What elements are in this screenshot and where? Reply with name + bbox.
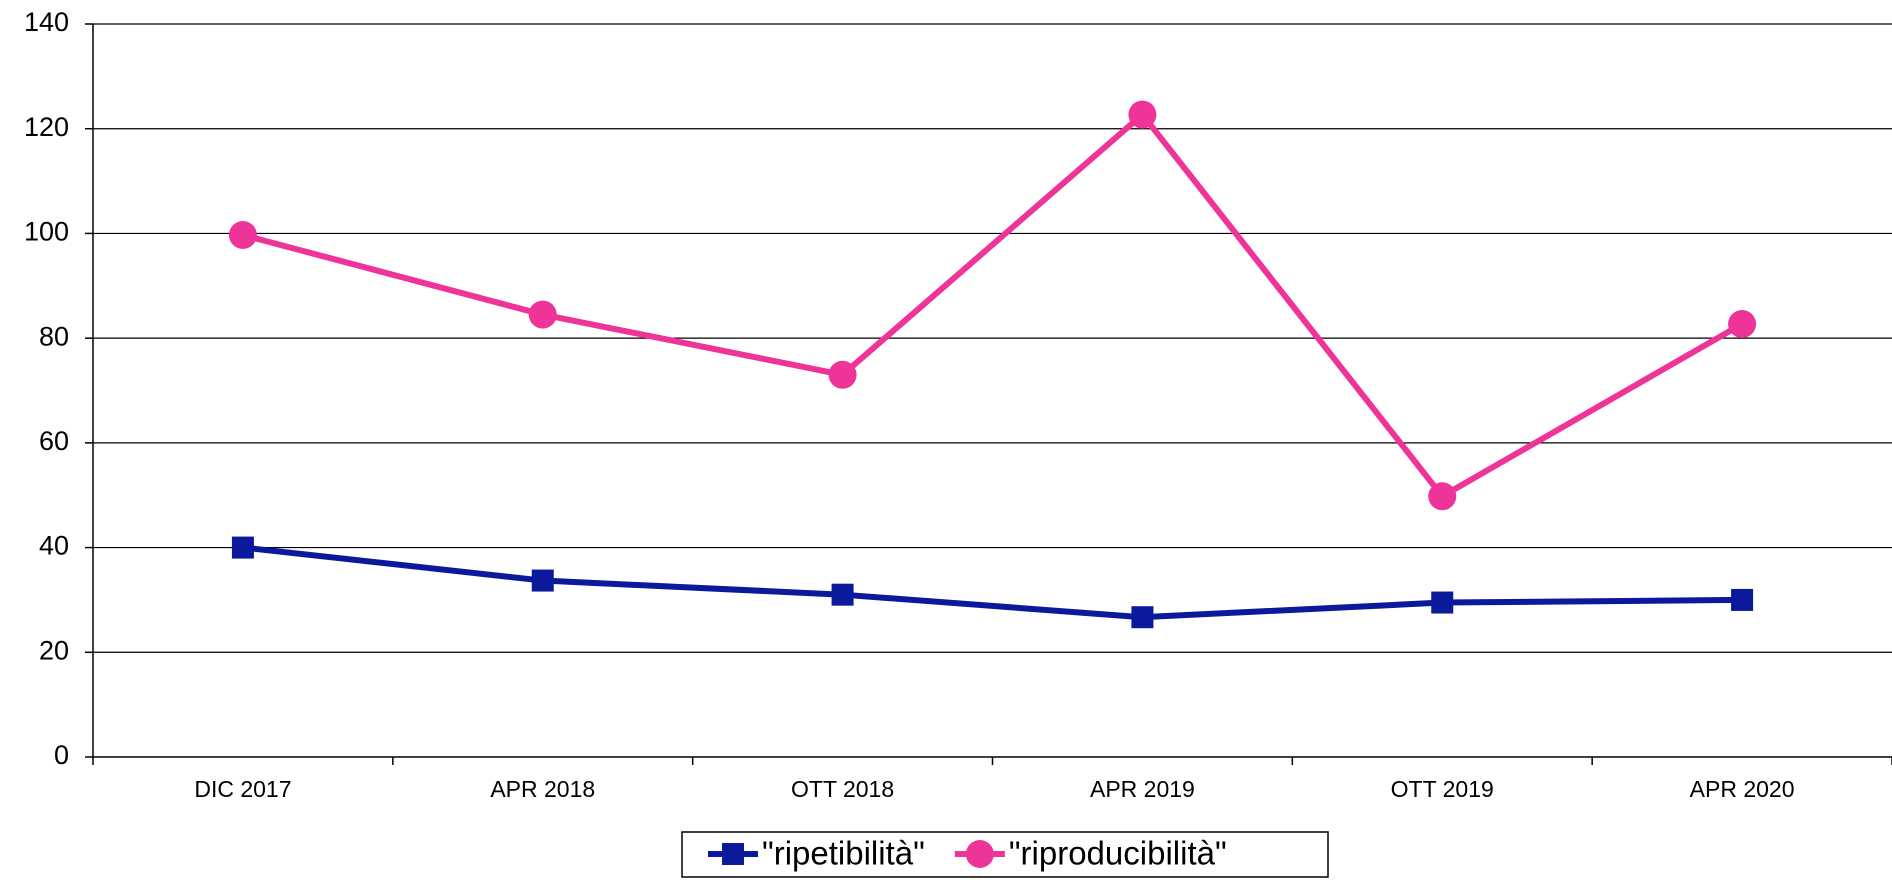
marker <box>231 536 254 559</box>
x-tick-label: APR 2019 <box>1090 776 1195 802</box>
line <box>242 111 1744 500</box>
marker <box>1431 591 1454 614</box>
marker <box>531 569 554 592</box>
x-tick-label: APR 2018 <box>490 776 595 802</box>
y-tick-label: 20 <box>39 635 69 665</box>
marker <box>228 220 257 249</box>
marker <box>1428 482 1457 511</box>
y-tick-label: 80 <box>39 321 69 351</box>
y-tick-label: 40 <box>39 531 69 561</box>
marker <box>722 843 744 865</box>
marker <box>1731 588 1754 611</box>
y-tick-label: 100 <box>24 217 69 247</box>
y-tick-label: 140 <box>24 7 69 37</box>
x-tick-label: OTT 2019 <box>1391 776 1494 802</box>
legend-box <box>681 831 1329 878</box>
legend-label: "riproducibilità" <box>1009 835 1227 872</box>
y-tick-label: 60 <box>39 426 69 456</box>
marker <box>528 300 557 329</box>
x-tick-label: OTT 2018 <box>791 776 894 802</box>
y-tick-label: 0 <box>54 740 69 770</box>
marker <box>828 360 857 389</box>
marker <box>965 840 994 868</box>
x-tick-label: APR 2020 <box>1690 776 1795 802</box>
legend-label: "ripetibilità" <box>762 835 925 872</box>
y-tick-label: 120 <box>24 112 69 142</box>
x-tick-label: DIC 2017 <box>194 776 291 802</box>
marker <box>831 583 854 606</box>
marker <box>1728 310 1757 339</box>
marker <box>1128 100 1157 129</box>
marker <box>1131 606 1154 629</box>
line <box>242 544 1743 621</box>
